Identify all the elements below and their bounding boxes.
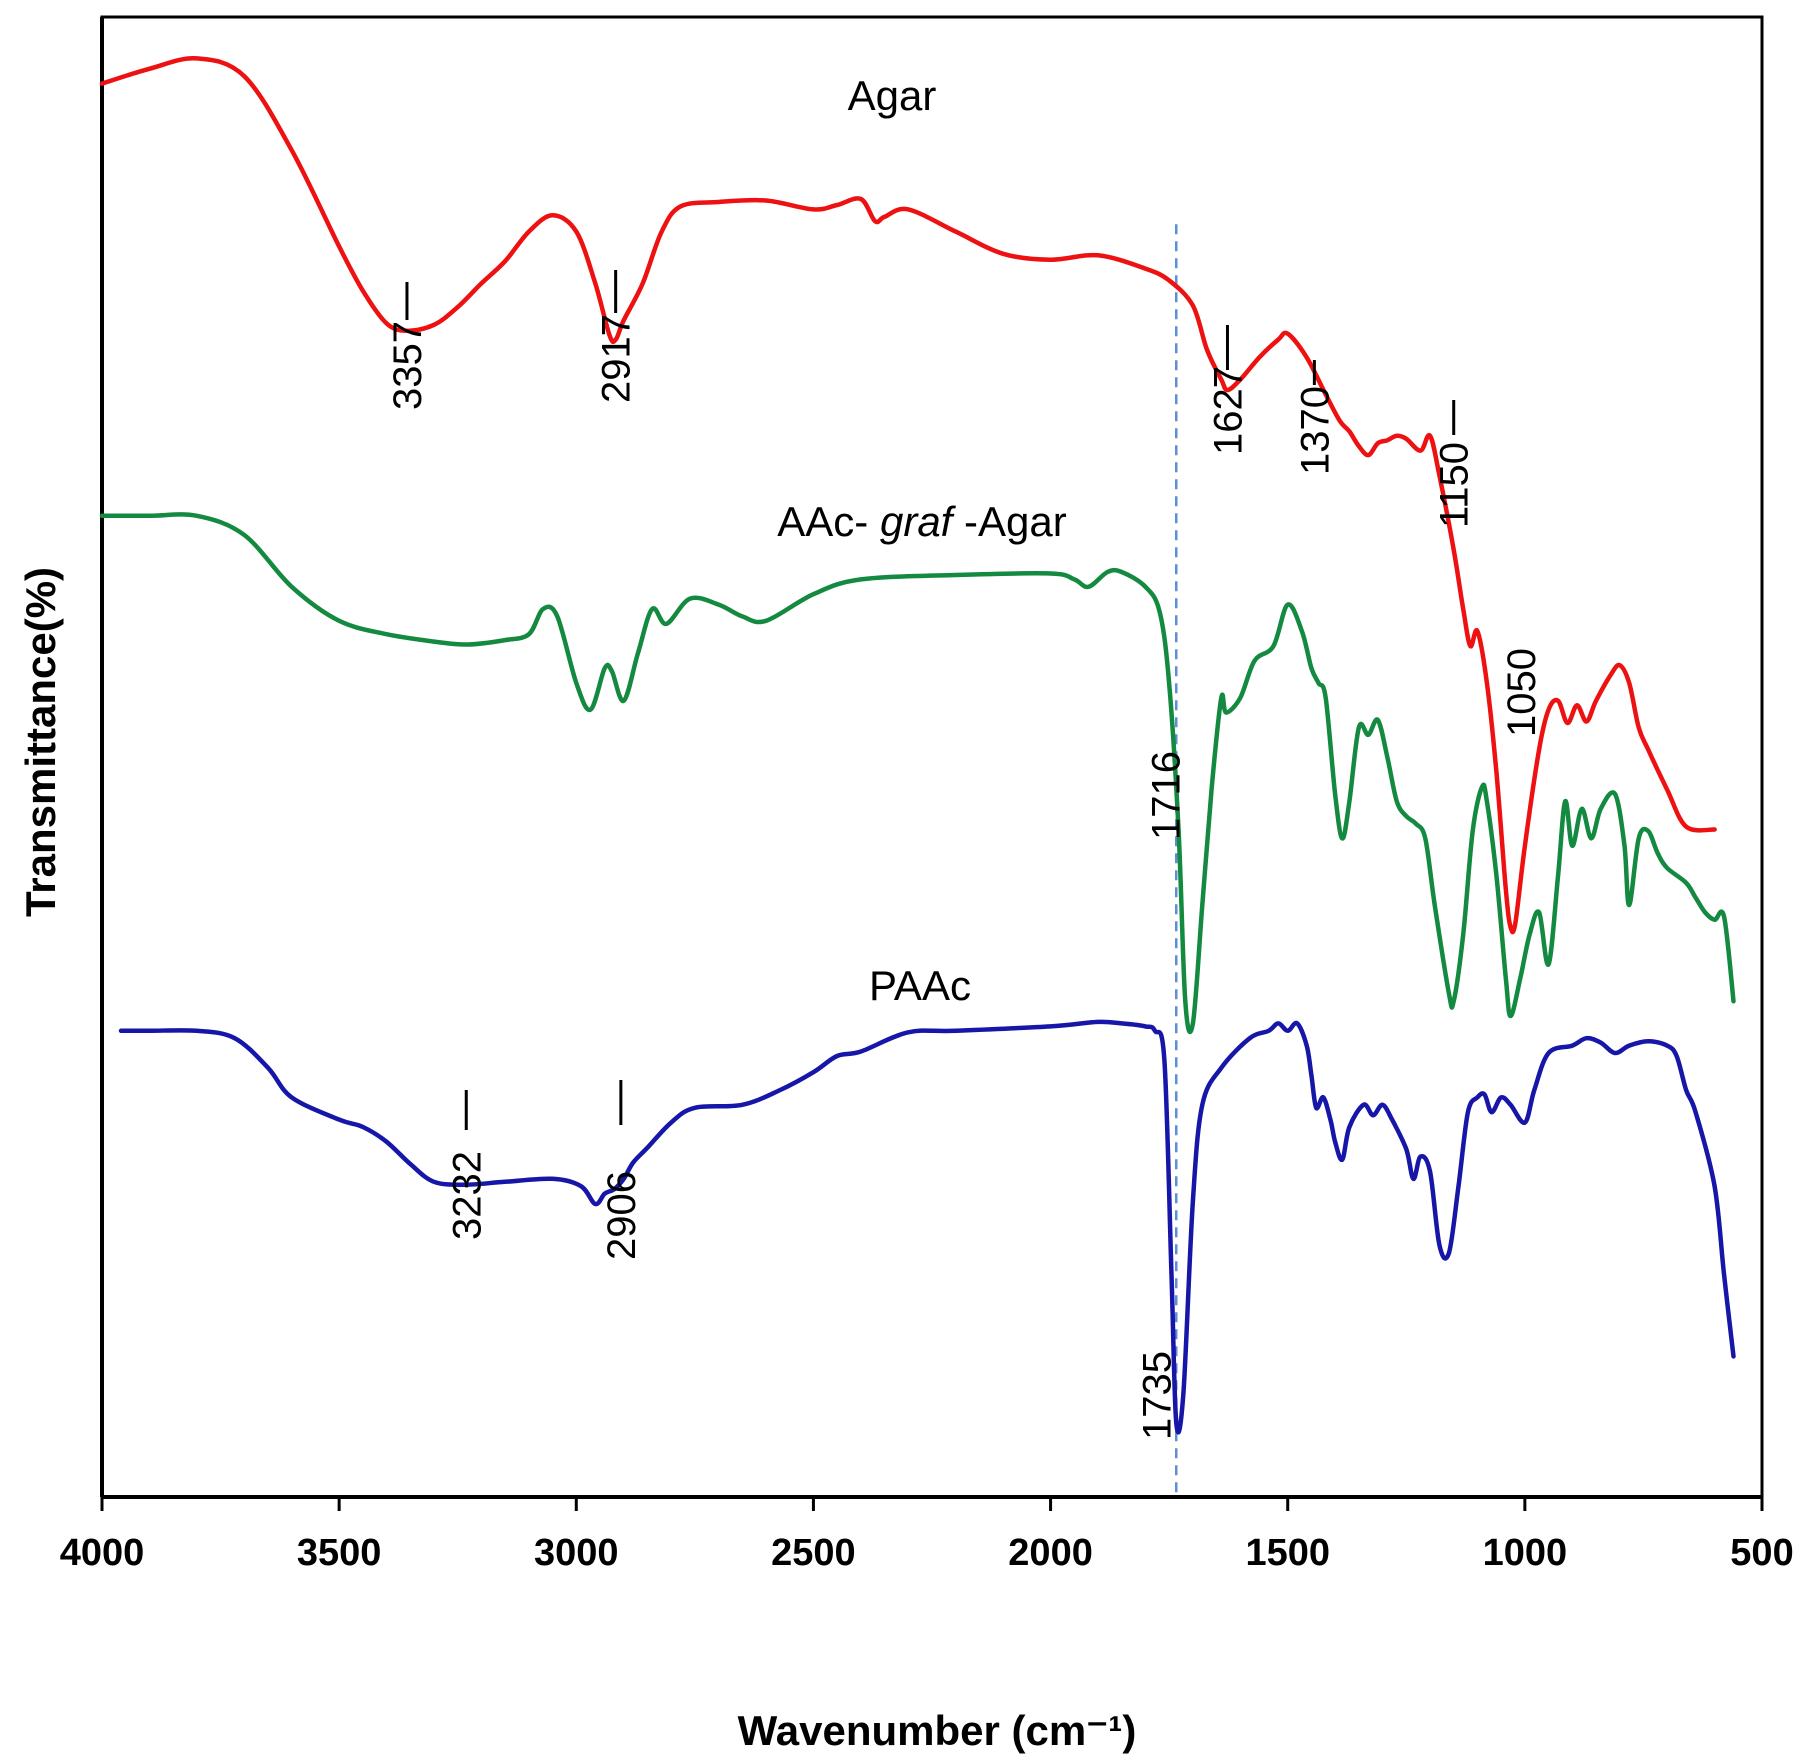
x-axis-title: Wavenumber (cm⁻¹) (738, 1707, 1137, 1754)
x-tick-label-2500: 2500 (771, 1532, 856, 1574)
peak-label-1050: 1050 (1500, 648, 1544, 737)
peak-label-1716: 1716 (1144, 751, 1188, 840)
x-tick-label-1000: 1000 (1483, 1532, 1568, 1574)
x-tick-label-4000: 4000 (60, 1532, 145, 1574)
x-tick-label-3500: 3500 (297, 1532, 382, 1574)
y-axis-title: Transmittance(%) (17, 567, 64, 917)
peak-label-1627: 1627 (1206, 366, 1250, 455)
x-tick-label-3000: 3000 (534, 1532, 619, 1574)
x-axis-ticks: 4000 3500 3000 2500 2000 1500 1000 500 (60, 1497, 1794, 1574)
peak-annotations: 3357 2917 1627 1370 1150 1050 1716 3232 2906 1735 (386, 270, 1544, 1440)
series-layer (99, 56, 1736, 1435)
series-label-agar: Agar (848, 72, 937, 119)
peak-label-3232: 3232 (445, 1151, 489, 1240)
series-line-paac (118, 1019, 1736, 1435)
peak-label-1735: 1735 (1135, 1351, 1179, 1440)
series-line-aac-graf-agar (99, 512, 1736, 1035)
peak-label-2906: 2906 (600, 1171, 644, 1260)
peak-label-1370: 1370 (1293, 386, 1337, 475)
peak-label-3357: 3357 (386, 321, 430, 410)
x-tick-label-2000: 2000 (1008, 1532, 1093, 1574)
series-line-agar (99, 56, 1717, 935)
series-label-aac-graf-agar: AAc- graf -Agar (777, 498, 1066, 545)
series-label-part-3: -Agar (952, 498, 1066, 545)
series-label-paac: PAAc (869, 962, 971, 1009)
plot-frame (100, 15, 1764, 1499)
x-tick-label-500: 500 (1730, 1532, 1793, 1574)
peak-label-2917: 2917 (595, 314, 639, 403)
peak-label-1150: 1150 (1433, 442, 1477, 528)
x-tick-label-1500: 1500 (1245, 1532, 1330, 1574)
series-label-part-2: graf (880, 498, 957, 545)
series-label-part-1: AAc- (777, 498, 880, 545)
